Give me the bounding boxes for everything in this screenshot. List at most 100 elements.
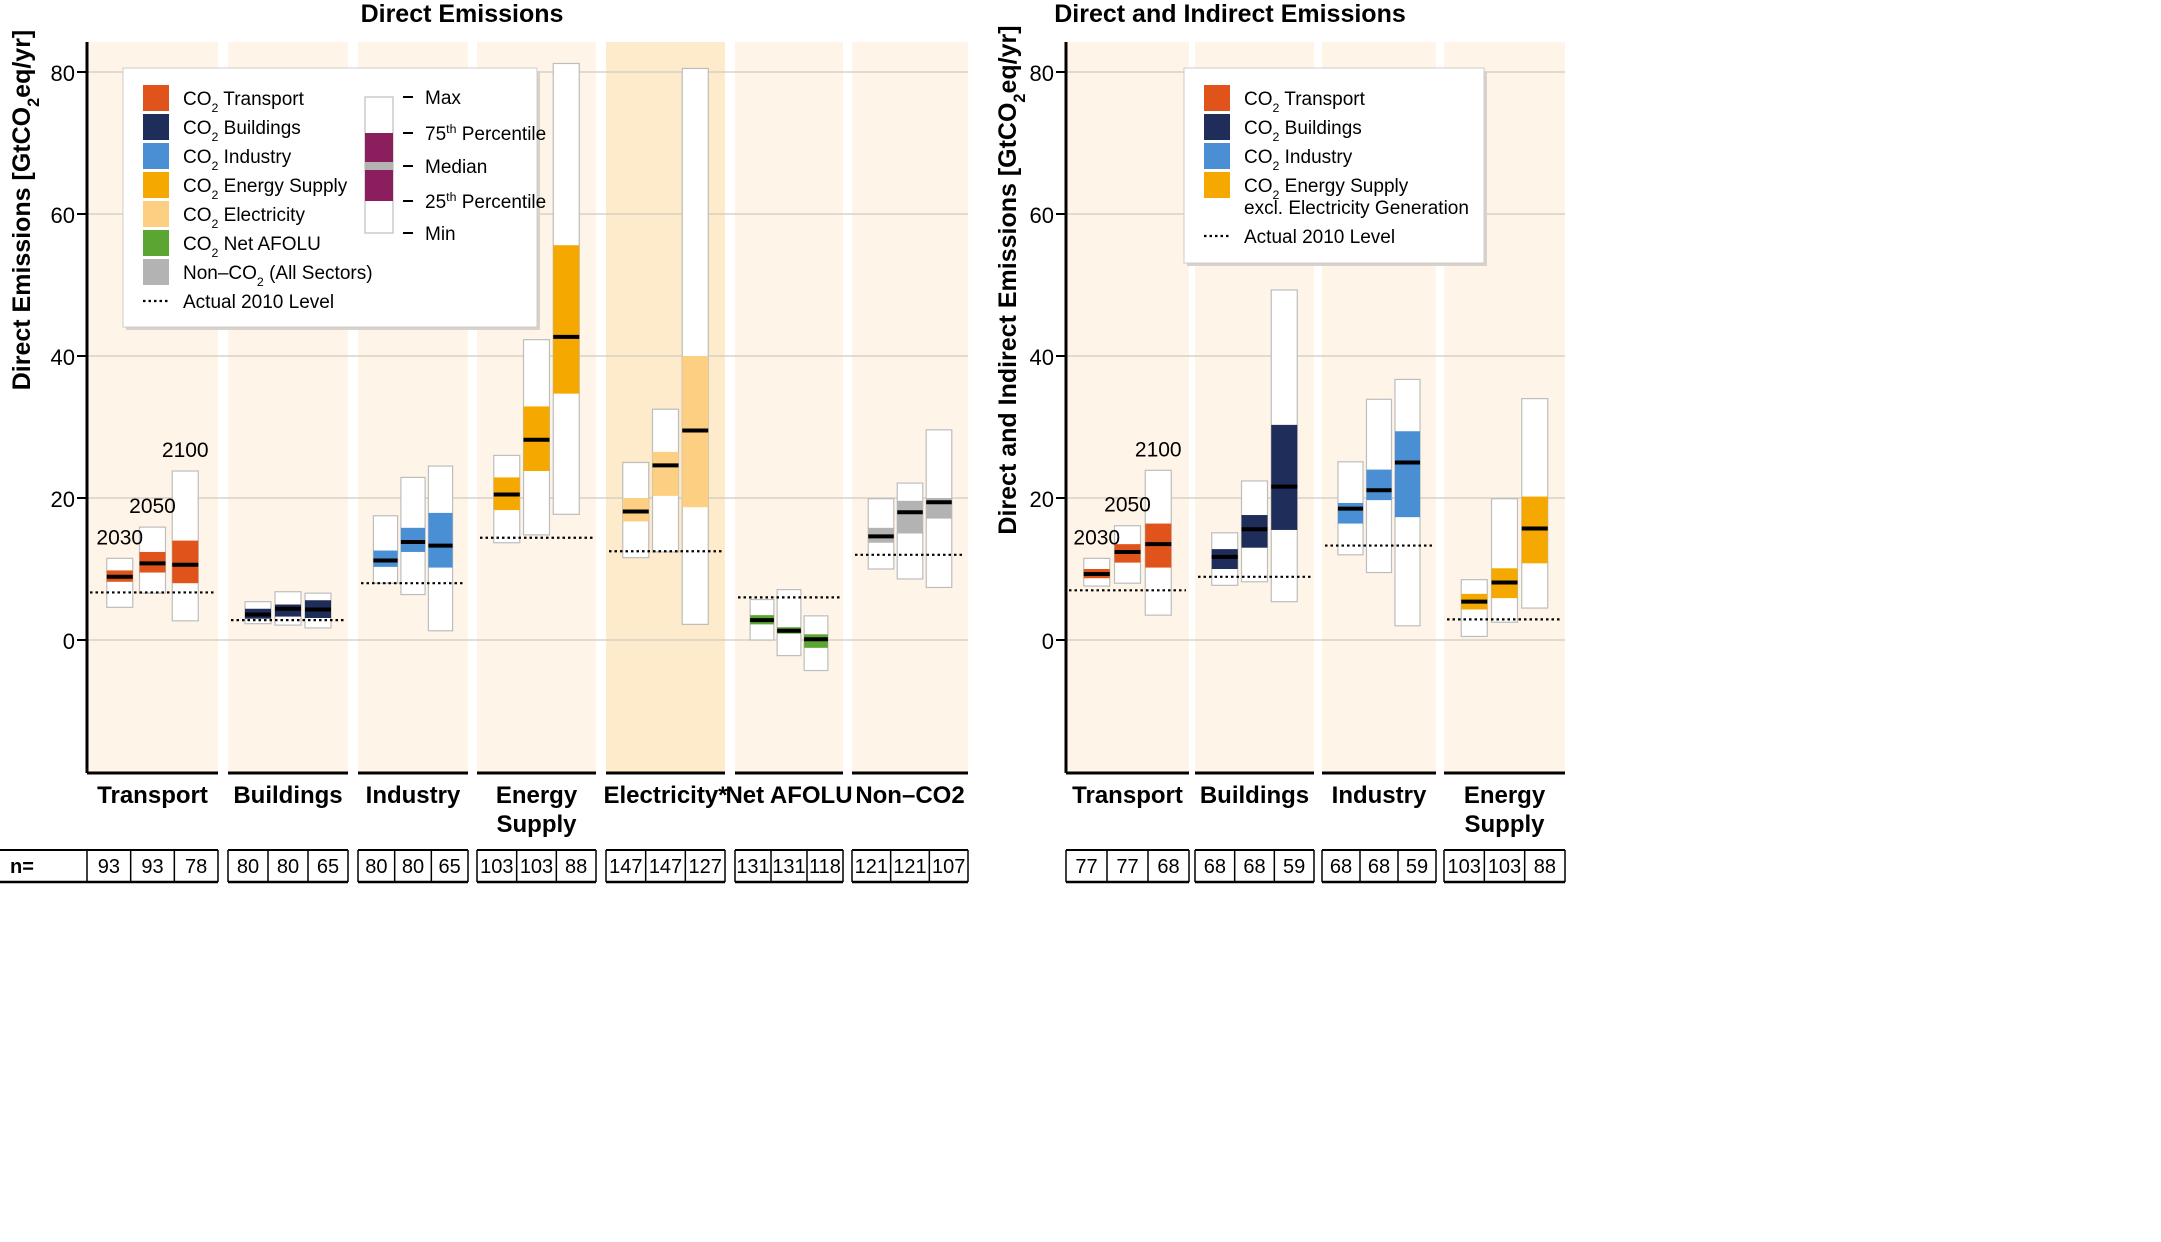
box-iqr (897, 500, 923, 534)
box-range (372, 515, 399, 584)
legend-swatch (143, 230, 169, 256)
legend-key-label: Median (425, 157, 487, 178)
box-iqr (1366, 469, 1392, 501)
legend-box (122, 67, 538, 328)
n-value: 65 (317, 856, 339, 878)
n-value: 147 (649, 856, 682, 878)
legend-label: Actual 2010 Level (1244, 227, 1395, 248)
legend-label: CO2 Industry (183, 147, 292, 173)
n-value: 68 (1204, 856, 1226, 878)
n-value: 68 (1368, 856, 1390, 878)
legend-key-label: 75th Percentile (425, 122, 546, 145)
y-tick-label: 0 (63, 629, 75, 654)
legend-swatch (1204, 114, 1230, 140)
legend-label: CO2 Net AFOLU (183, 234, 321, 260)
n-value: 88 (565, 856, 587, 878)
category-label: Electricity* (603, 782, 728, 809)
box-iqr (172, 540, 199, 584)
legend-key-median (365, 162, 393, 170)
category-label: Supply (1464, 811, 1545, 838)
legend-label: CO2 Transport (1244, 89, 1366, 115)
n-value: 121 (893, 856, 926, 878)
n-value: 80 (365, 856, 387, 878)
y-tick-label: 60 (51, 203, 75, 228)
y-tick-label: 40 (1030, 345, 1054, 370)
category-label: Transport (1072, 782, 1183, 809)
category-label: Energy (1464, 782, 1546, 809)
box-iqr (1271, 424, 1298, 530)
n-value: 103 (1447, 856, 1480, 878)
legend-key-label: Min (425, 224, 456, 245)
legend-label: Actual 2010 Level (183, 292, 334, 313)
legend-swatch (1204, 85, 1230, 111)
n-value: 131 (772, 856, 805, 878)
n-value: 131 (736, 856, 769, 878)
n-value: 127 (688, 856, 721, 878)
legend-swatch (143, 114, 169, 140)
n-value: 59 (1406, 856, 1428, 878)
n-value: 80 (402, 856, 424, 878)
legend-swatch (1204, 172, 1230, 198)
legend-swatch (143, 85, 169, 111)
legend-swatch (143, 172, 169, 198)
category-label: Transport (97, 782, 208, 809)
y-tick-label: 0 (1042, 629, 1054, 654)
legend-label: CO2 Buildings (183, 118, 301, 144)
category-label: Supply (496, 811, 577, 838)
year-label: 2100 (1135, 438, 1182, 461)
box-iqr (428, 512, 453, 568)
y-tick-label: 60 (1030, 203, 1054, 228)
y-tick-label: 20 (1030, 487, 1054, 512)
n-value: 103 (480, 856, 513, 878)
box-iqr (553, 245, 580, 394)
n-value: 68 (1330, 856, 1352, 878)
box-range (106, 557, 134, 608)
n-value: 80 (237, 856, 259, 878)
y-axis-label: Direct Emissions [GtCO2eq/yr] (8, 30, 43, 391)
legend-label: CO2 Energy Supply (183, 176, 348, 202)
box-iqr (1241, 515, 1268, 548)
box-iqr (400, 527, 426, 552)
n-value: 88 (1534, 856, 1556, 878)
legend-label: CO2 Electricity (183, 205, 305, 231)
year-label: 2050 (1104, 494, 1151, 517)
y-axis-label: Direct and Indirect Emissions [GtCO2eq/y… (994, 25, 1029, 534)
legend-box (1183, 67, 1485, 264)
category-label: Non–CO2 (855, 782, 964, 809)
n-value: 121 (855, 856, 888, 878)
box-range (776, 588, 802, 657)
n-value: 118 (809, 856, 841, 878)
n-label: n= (10, 856, 34, 878)
legend-label: CO2 Transport (183, 89, 305, 115)
panel-background (1066, 42, 1189, 773)
box-range (681, 67, 709, 625)
year-label: 2100 (162, 439, 209, 462)
n-value: 59 (1283, 856, 1305, 878)
category-label: Industry (366, 782, 461, 809)
legend-label: CO2 Industry (1244, 147, 1353, 173)
n-value: 78 (185, 856, 207, 878)
n-value: 77 (1075, 856, 1097, 878)
n-value: 68 (1157, 856, 1179, 878)
legend-label: CO2 Buildings (1244, 118, 1362, 144)
legend-label: CO2 Energy Supply (1244, 176, 1409, 202)
category-label: Buildings (233, 782, 342, 809)
legend-label: excl. Electricity Generation (1244, 198, 1469, 219)
legend-swatch (1204, 143, 1230, 169)
n-value: 103 (520, 856, 553, 878)
n-value: 107 (932, 856, 965, 878)
y-tick-label: 40 (51, 345, 75, 370)
chart-title: Direct and Indirect Emissions (1054, 0, 1406, 28)
legend-key-label: Max (425, 88, 461, 109)
category-label: Industry (1332, 782, 1427, 809)
box-iqr (1394, 431, 1421, 518)
legend-swatch (143, 259, 169, 285)
category-label: Net AFOLU (725, 782, 852, 809)
chart-title: Direct Emissions (361, 0, 564, 28)
box-iqr (652, 451, 679, 496)
category-label: Buildings (1200, 782, 1309, 809)
legend-label: Non–CO2 (All Sectors) (183, 263, 373, 289)
legend-swatch (143, 143, 169, 169)
